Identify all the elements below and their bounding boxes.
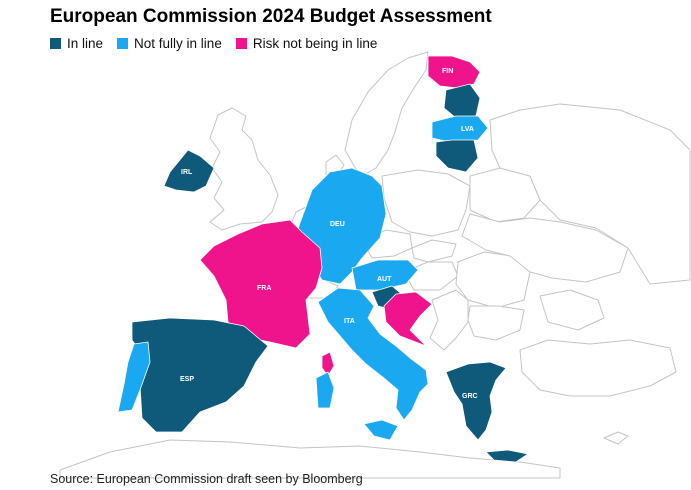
label-fra: FRA xyxy=(257,285,271,292)
country-rus xyxy=(489,103,691,285)
label-irl: IRL xyxy=(181,169,193,176)
country-ltu xyxy=(435,139,479,173)
legend: In line Not fully in line Risk not being… xyxy=(50,36,391,51)
legend-label-not-fully: Not fully in line xyxy=(134,36,222,51)
label-grc: GRC xyxy=(462,393,478,400)
country-bgr xyxy=(467,305,525,341)
legend-swatch-not-fully xyxy=(117,38,129,49)
country-blk-sea xyxy=(539,289,605,331)
country-svk xyxy=(411,239,457,263)
legend-label-risk: Risk not being in line xyxy=(252,36,378,51)
legend-item-not-fully-in-line: Not fully in line xyxy=(117,36,222,51)
country-srb-bal xyxy=(429,289,469,351)
label-aut: AUT xyxy=(377,276,392,283)
legend-item-risk: Risk not being in line xyxy=(235,36,378,51)
label-ita: ITA xyxy=(344,318,355,325)
country-hrv xyxy=(383,291,433,347)
country-ukr xyxy=(461,213,629,283)
country-nor-swe xyxy=(344,51,429,177)
country-tur xyxy=(519,339,677,397)
island-sardinia xyxy=(315,371,335,409)
country-esp xyxy=(131,317,269,433)
island-sicily xyxy=(363,419,399,441)
island-crete xyxy=(485,449,529,463)
country-est xyxy=(443,83,481,119)
country-pol xyxy=(381,169,471,237)
country-aut xyxy=(351,259,419,291)
legend-swatch-in-line xyxy=(50,38,61,49)
island-corsica xyxy=(321,351,335,377)
country-lva xyxy=(431,115,489,143)
label-esp: ESP xyxy=(180,376,194,383)
source-note: Source: European Commission draft seen b… xyxy=(50,472,363,486)
label-lva: LVA xyxy=(461,126,474,133)
island-cyprus xyxy=(603,431,629,445)
country-fra xyxy=(199,219,323,349)
country-irl xyxy=(163,149,215,193)
legend-swatch-risk xyxy=(235,38,247,49)
country-gbr xyxy=(209,107,279,231)
label-fin: FIN xyxy=(442,68,453,75)
legend-item-in-line: In line xyxy=(50,36,103,51)
label-deu: DEU xyxy=(330,221,345,228)
map-title: European Commission 2024 Budget Assessme… xyxy=(50,6,492,27)
country-ita xyxy=(317,287,429,421)
country-fin xyxy=(427,55,481,89)
country-prt xyxy=(117,341,151,413)
country-africa xyxy=(59,439,561,479)
legend-label-in-line: In line xyxy=(67,36,104,51)
country-grc xyxy=(445,361,507,441)
country-rou xyxy=(455,251,531,309)
